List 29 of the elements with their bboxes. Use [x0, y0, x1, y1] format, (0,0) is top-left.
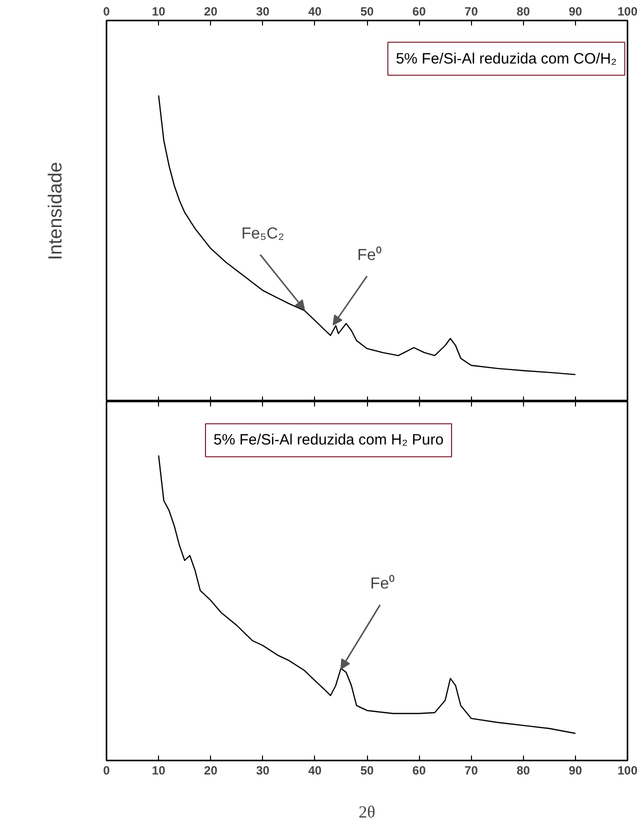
annotation: Fe⁰: [357, 246, 382, 264]
x-tick-label: 20: [204, 764, 218, 778]
x-tick-label: 40: [308, 4, 322, 18]
x-tick-label: 10: [152, 4, 166, 18]
chart-title: 5% Fe/Si-Al reduzida com H₂ Puro: [213, 432, 444, 449]
x-tick-label: 80: [516, 4, 530, 18]
x-tick-label: 80: [516, 764, 530, 778]
x-tick-label: 90: [568, 764, 582, 778]
x-tick-label: 40: [308, 764, 322, 778]
x-tick-label: 10: [152, 764, 166, 778]
annotation: Fe⁰: [370, 574, 395, 593]
annotation: Fe₅C₂: [241, 225, 284, 242]
x-tick-label: 100: [617, 4, 638, 18]
x-tick-label: 60: [412, 4, 426, 18]
x-tick-label: 100: [617, 764, 638, 778]
x-axis-title: 2θ: [358, 802, 376, 822]
x-tick-label: 30: [256, 4, 270, 18]
x-tick-label: 0: [103, 4, 110, 18]
x-tick-label: 50: [360, 4, 374, 18]
x-tick-label: 30: [256, 764, 270, 778]
chart-title: 5% Fe/Si-Al reduzida com CO/H₂: [396, 50, 617, 68]
x-tick-label: 20: [204, 4, 218, 18]
x-tick-label: 0: [103, 764, 110, 778]
x-tick-label: 70: [464, 4, 478, 18]
y-axis-title: Intensidade: [46, 162, 66, 260]
x-tick-label: 60: [412, 764, 426, 778]
x-tick-label: 50: [360, 764, 374, 778]
x-tick-label: 70: [464, 764, 478, 778]
x-tick-label: 90: [568, 4, 582, 18]
